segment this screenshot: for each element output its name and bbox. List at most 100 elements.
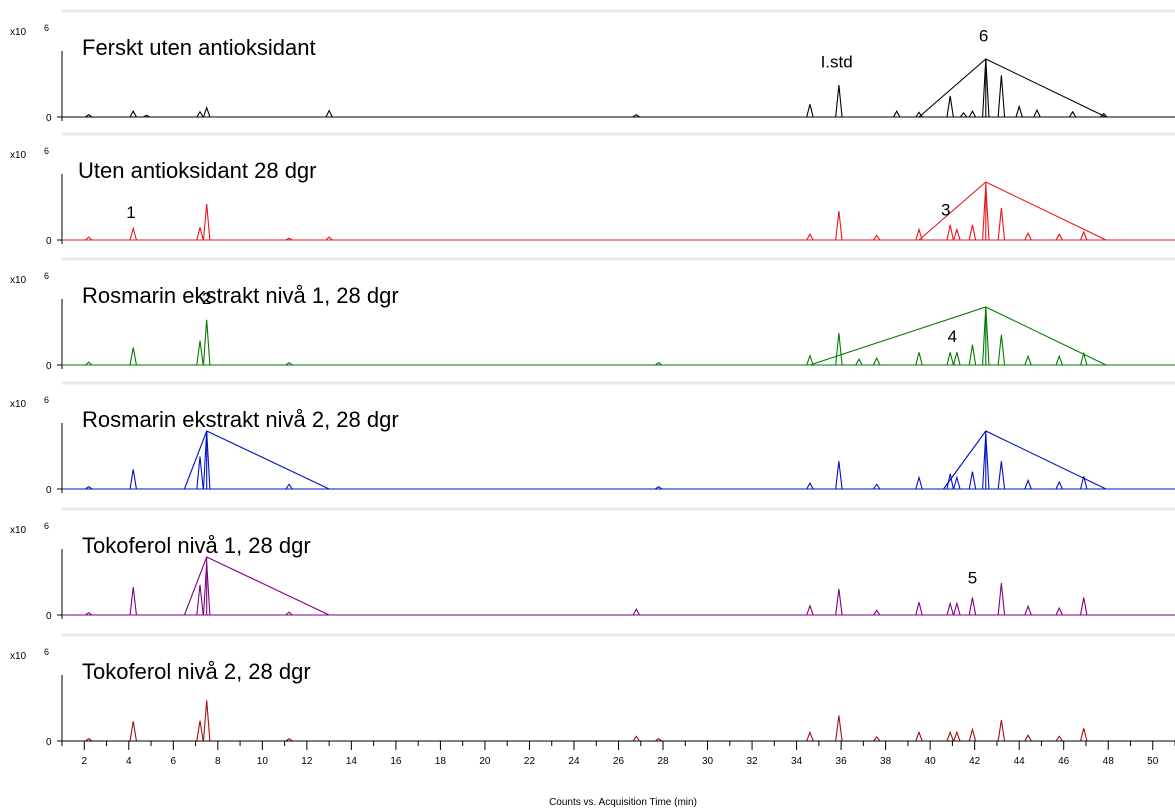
trace-1: [62, 59, 1175, 117]
peak: [836, 715, 842, 741]
x-tick-label: 46: [1058, 756, 1070, 767]
peak: [894, 111, 900, 117]
peak: [807, 606, 813, 615]
peak: [130, 469, 136, 489]
x-axis-ticks: 2 4 6 8 10 12 14 16 18 20 22 24 26 28 30 32 34 36 38 40 42 44…: [62, 741, 1175, 767]
peak: [1034, 110, 1040, 117]
peak: [130, 587, 136, 615]
peak: [203, 108, 209, 117]
peak: [998, 583, 1004, 615]
peak: [947, 603, 953, 615]
peak-annotation: 4: [948, 327, 957, 346]
peak: [836, 85, 842, 117]
y-scale-exponent: 6: [44, 521, 49, 531]
peak: [1025, 356, 1031, 365]
x-tick-label: 2: [81, 756, 87, 767]
x-tick-label: 16: [390, 756, 402, 767]
panel-title: Rosmarin ekstrakt nivå 1, 28 dgr: [82, 283, 399, 308]
panel-6: x10 6 0 Tokoferol nivå 2, 28 dgr: [10, 635, 1175, 748]
peak: [954, 732, 960, 741]
peak: [969, 345, 975, 365]
peak: [947, 225, 953, 240]
peak: [1069, 112, 1075, 117]
x-tick-label: 22: [524, 756, 536, 767]
y-zero-label: 0: [46, 737, 52, 748]
peak: [130, 111, 136, 117]
panel-1: x10 6 0 Ferskt uten antioksidant 6 I.std: [10, 11, 1175, 124]
y-scale-label: x10: [10, 27, 27, 38]
peak: [1025, 233, 1031, 240]
peak: [807, 483, 813, 489]
y-scale-label: x10: [10, 275, 27, 286]
x-tick-label: 38: [880, 756, 892, 767]
peak: [874, 358, 880, 365]
peak: [1025, 480, 1031, 489]
peak: [969, 598, 975, 615]
peak: [836, 211, 842, 240]
peak: [286, 484, 292, 489]
peak: [874, 235, 880, 240]
x-axis-title: Counts vs. Acquisition Time (min): [549, 797, 697, 808]
panel-title: Rosmarin ekstrakt nivå 2, 28 dgr: [82, 407, 399, 432]
peak: [1056, 482, 1062, 489]
peak: [916, 602, 922, 615]
peak: [916, 352, 922, 365]
x-tick-label: 48: [1103, 756, 1115, 767]
peak: [916, 477, 922, 489]
peak: [197, 227, 203, 240]
x-axis: 2 4 6 8 10 12 14 16 18 20 22 24 26 28 30 32 34 36 38 40 42 44…: [62, 741, 1175, 808]
peak: [969, 729, 975, 741]
peak: [130, 348, 136, 365]
x-tick-label: 32: [746, 756, 758, 767]
peak: [1016, 107, 1022, 117]
y-zero-label: 0: [46, 236, 52, 247]
zoom-callout: [943, 431, 1105, 489]
peak-annotation: 5: [968, 569, 977, 588]
y-zero-label: 0: [46, 485, 52, 496]
panel-title: Ferskt uten antioksidant: [82, 35, 316, 60]
peak-annotation: 3: [941, 201, 950, 220]
peak: [1056, 234, 1062, 240]
y-scale-label: x10: [10, 399, 27, 410]
panel-title: Tokoferol nivå 1, 28 dgr: [82, 533, 311, 558]
y-scale-label: x10: [10, 150, 27, 161]
y-scale-exponent: 6: [44, 23, 49, 33]
peak: [197, 112, 203, 117]
chromatogram-panels: x10 6 0 Ferskt uten antioksidant 6 I.std x10 6 0…: [10, 11, 1175, 748]
peak: [1056, 608, 1062, 615]
x-tick-label: 18: [435, 756, 447, 767]
x-tick-label: 40: [925, 756, 937, 767]
trace-5: [62, 563, 1175, 615]
peak: [954, 603, 960, 615]
peak: [874, 737, 880, 741]
panel-2: x10 6 0 Uten antioksidant 28 dgr 1 3: [10, 134, 1175, 247]
peak: [1056, 736, 1062, 741]
x-tick-label: 4: [126, 756, 132, 767]
peak-annotation: 6: [979, 27, 988, 46]
peak: [807, 234, 813, 240]
peak: [807, 356, 813, 365]
trace-4: [62, 431, 1175, 489]
x-tick-label: 14: [346, 756, 358, 767]
x-tick-label: 24: [568, 756, 580, 767]
peak: [856, 359, 862, 365]
peak: [130, 228, 136, 240]
peak: [197, 721, 203, 741]
peak: [203, 700, 209, 741]
x-tick-label: 10: [257, 756, 269, 767]
peak: [874, 484, 880, 489]
x-tick-label: 8: [215, 756, 221, 767]
panel-title: Uten antioksidant 28 dgr: [78, 158, 317, 183]
peak: [954, 352, 960, 365]
peak: [874, 610, 880, 615]
peak: [326, 111, 332, 117]
panel-5: x10 60Tokoferol nivå 1, 28 dgr5: [10, 509, 1175, 622]
peak: [954, 230, 960, 240]
trace-6: [62, 700, 1175, 741]
peak: [998, 208, 1004, 240]
peak: [197, 341, 203, 365]
x-tick-label: 50: [1147, 756, 1159, 767]
peak: [998, 75, 1004, 117]
